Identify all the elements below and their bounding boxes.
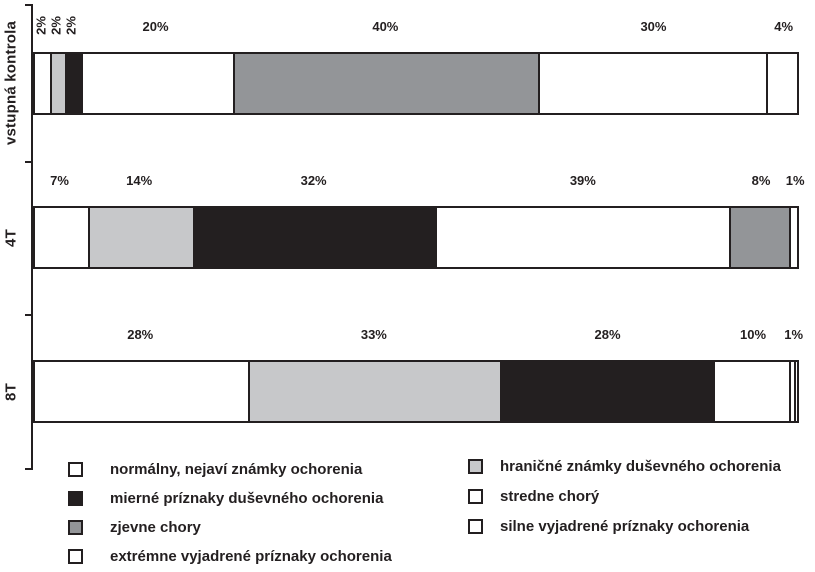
bar-segment-lightgray — [248, 362, 500, 421]
segment-value-label: 32% — [300, 173, 327, 188]
legend-item: extrémne vyjadrené príznaky ochorenia — [68, 548, 392, 565]
bar-segment-lightgray — [87, 208, 194, 267]
segment-value-label: 20% — [142, 18, 169, 34]
legend-label: hraničné známky duševného ochorenia — [500, 458, 781, 475]
bar-segment-white — [35, 362, 249, 421]
segment-value-label: 4% — [774, 18, 794, 34]
category-label: vstupná kontrola — [2, 20, 20, 146]
legend-label: mierné príznaky duševného ochorenia — [110, 490, 384, 507]
bar-row: 4T 7% 14% 32% 39% 8% 1% — [0, 161, 815, 314]
legend-item: normálny, nejaví známky ochorenia — [68, 461, 362, 478]
stacked-bar — [33, 206, 799, 269]
legend-item: stredne chorý — [468, 488, 599, 505]
segment-value-label: 39% — [569, 173, 596, 188]
axis-tick — [25, 161, 33, 163]
bar-segment-black — [65, 53, 81, 113]
segment-labels-layer: 28% 33% 28% 10% 1% — [33, 314, 803, 469]
bar-row: 8T 28% 33% 28% 10% 1% — [0, 314, 815, 469]
bar-segment-lightgray — [50, 53, 66, 113]
legend-label: silne vyjadrené príznaky ochorenia — [500, 518, 750, 535]
bar-segment-black — [499, 362, 714, 421]
legend-item: zjevne chory — [68, 519, 201, 536]
legend-swatch-gray — [68, 520, 83, 535]
axis-tick — [25, 314, 33, 316]
bar-row: vstupná kontrola 2% 2% 2% 20% 40% 30% 4% — [0, 5, 815, 161]
segment-value-label: 28% — [594, 327, 621, 342]
segment-value-label: 14% — [126, 173, 153, 188]
legend-label: normálny, nejaví známky ochorenia — [110, 461, 363, 478]
bar-segment-white — [713, 362, 790, 421]
segment-value-label: 1% — [784, 327, 804, 342]
legend-label: extrémne vyjadrené príznaky ochorenia — [110, 548, 392, 565]
segment-value-label: 33% — [360, 327, 387, 342]
legend-item: mierné príznaky duševného ochorenia — [68, 490, 383, 507]
segment-value-label: 30% — [640, 18, 667, 34]
axis-tick — [25, 4, 33, 6]
category-label: 4T — [2, 228, 20, 247]
bar-segment-gray — [233, 53, 538, 113]
bar-segment-white — [35, 53, 51, 113]
category-label: 8T — [2, 382, 20, 401]
bar-segment-white — [537, 53, 767, 113]
bar-segment-white — [793, 362, 797, 421]
segment-value-label: 1% — [785, 173, 805, 188]
legend-swatch-white — [468, 519, 483, 534]
bar-segment-black — [193, 208, 435, 267]
segment-value-label: 2% — [63, 15, 79, 35]
axis-tick — [25, 468, 33, 470]
legend-label: zjevne chory — [110, 519, 201, 536]
legend-swatch-white — [68, 549, 83, 564]
segment-value-label: 2% — [33, 15, 49, 35]
bar-segment-white — [789, 208, 797, 267]
segment-labels-layer: 2% 2% 2% 20% 40% 30% 4% — [33, 5, 799, 161]
bar-segment-white — [35, 208, 88, 267]
segment-labels-layer: 7% 14% 32% 39% 8% 1% — [33, 161, 804, 314]
legend-swatch-white — [468, 489, 483, 504]
stacked-bar — [33, 51, 799, 115]
y-axis-line — [31, 4, 33, 470]
bar-segment-white — [789, 362, 794, 421]
stacked-bar — [33, 360, 799, 423]
segment-value-label: 2% — [48, 15, 64, 35]
segment-value-label: 28% — [127, 327, 154, 342]
bar-segment-white — [434, 208, 730, 267]
segment-value-label: 8% — [751, 173, 771, 188]
legend-swatch-black — [68, 491, 83, 506]
bar-segment-white — [80, 53, 234, 113]
legend-label: stredne chorý — [500, 488, 600, 505]
segment-value-label: 7% — [50, 173, 69, 188]
legend-item: hraničné známky duševného ochorenia — [468, 458, 781, 475]
segment-value-label: 40% — [372, 18, 399, 34]
legend-item: silne vyjadrené príznaky ochorenia — [468, 518, 749, 535]
legend-swatch-white — [68, 462, 83, 477]
segment-value-label: 10% — [740, 327, 767, 342]
legend-swatch-lightgray — [468, 459, 483, 474]
bar-segment-white — [766, 53, 797, 113]
bar-segment-gray — [729, 208, 790, 267]
